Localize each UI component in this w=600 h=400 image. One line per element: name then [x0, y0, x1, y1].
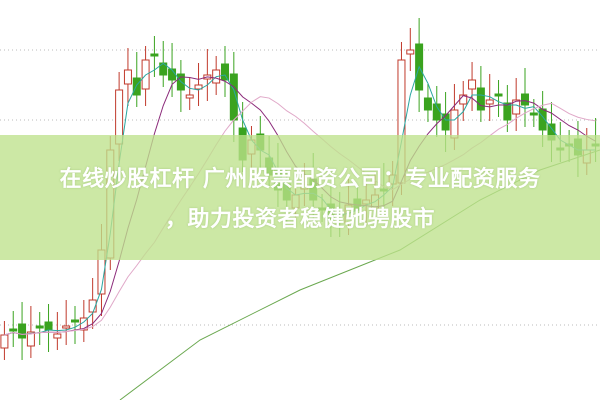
- candle-body: [450, 109, 459, 139]
- candle-body: [123, 69, 132, 85]
- candle-body: [53, 333, 62, 339]
- candle-body: [18, 323, 27, 339]
- candle-body: [441, 113, 450, 131]
- candle-body: [423, 97, 432, 111]
- candle-body: [71, 319, 79, 323]
- title-line-1: 在线炒股杠杆 广州股票配资公司：专业配资服务: [59, 167, 541, 192]
- moving-average-long: [4, 96, 596, 336]
- candle-body: [529, 112, 538, 116]
- candle-body: [35, 325, 44, 329]
- title-banner: [0, 135, 600, 260]
- candle-body: [44, 321, 53, 331]
- candle-body: [132, 77, 141, 96]
- candle-body: [468, 79, 477, 90]
- candle-body: [150, 53, 159, 57]
- candle-body: [512, 99, 521, 115]
- candle-body: [494, 93, 503, 97]
- candle-body: [503, 102, 512, 121]
- candle-body: [9, 328, 18, 332]
- title-line-2: ，助力投资者稳健驰骋股市: [164, 207, 435, 232]
- candle-body: [521, 93, 529, 106]
- candle-body: [194, 84, 203, 90]
- article-title: 在线炒股杠杆 广州股票配资公司：专业配资服务 ，助力投资者稳健驰骋股市: [0, 160, 600, 240]
- candle-body: [62, 325, 71, 329]
- candle-body: [406, 49, 415, 55]
- candle-body: [26, 331, 35, 347]
- candle-body: [485, 99, 494, 105]
- candle-body: [0, 334, 9, 349]
- candle-body: [476, 87, 485, 111]
- candle-body: [185, 94, 194, 99]
- candle-body: [221, 63, 229, 81]
